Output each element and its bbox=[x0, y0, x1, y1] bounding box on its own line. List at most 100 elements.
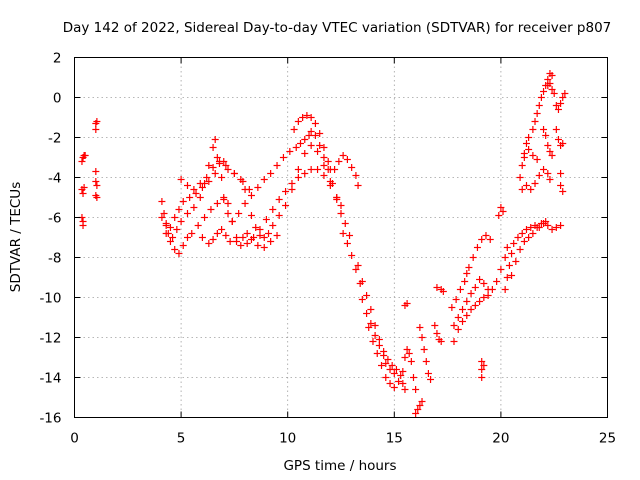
data-point bbox=[218, 174, 226, 181]
data-point bbox=[260, 176, 268, 183]
data-point bbox=[169, 234, 177, 241]
data-point bbox=[380, 348, 388, 355]
y-tick-label: -6 bbox=[48, 211, 61, 227]
data-point bbox=[544, 82, 552, 89]
data-point bbox=[433, 330, 441, 337]
data-point bbox=[522, 226, 530, 233]
chart-title: Day 142 of 2022, Sidereal Day-to-day VTE… bbox=[63, 20, 612, 36]
data-point bbox=[230, 170, 238, 177]
data-point bbox=[412, 410, 420, 417]
data-point bbox=[554, 136, 562, 143]
data-point bbox=[463, 298, 471, 305]
data-point bbox=[337, 210, 345, 217]
x-tick-label: 20 bbox=[492, 431, 509, 447]
data-point bbox=[220, 196, 228, 203]
data-point bbox=[288, 180, 296, 187]
data-point bbox=[397, 372, 405, 379]
data-point bbox=[554, 106, 562, 113]
data-point bbox=[239, 234, 247, 241]
data-point bbox=[267, 170, 275, 177]
data-point bbox=[540, 166, 548, 173]
data-point bbox=[175, 250, 183, 257]
x-tick-label: 10 bbox=[279, 431, 296, 447]
data-point bbox=[450, 338, 458, 345]
data-point bbox=[209, 144, 217, 151]
data-point bbox=[371, 322, 379, 329]
data-point bbox=[296, 140, 304, 147]
data-point bbox=[407, 358, 415, 365]
data-point bbox=[243, 240, 251, 247]
data-point bbox=[166, 224, 174, 231]
data-point bbox=[307, 128, 315, 135]
data-point bbox=[454, 314, 462, 321]
y-tick-label: -2 bbox=[48, 131, 61, 147]
data-point bbox=[267, 238, 275, 245]
data-point bbox=[548, 86, 556, 93]
data-point bbox=[314, 166, 322, 173]
data-point bbox=[224, 166, 232, 173]
data-point bbox=[478, 358, 486, 365]
data-point bbox=[478, 374, 486, 381]
data-point bbox=[93, 182, 101, 189]
data-point bbox=[173, 226, 181, 233]
data-point bbox=[213, 154, 221, 161]
data-point bbox=[422, 358, 430, 365]
plot-frame bbox=[74, 57, 608, 418]
data-point bbox=[286, 148, 294, 155]
data-point bbox=[482, 232, 490, 239]
data-point bbox=[294, 166, 302, 173]
data-point bbox=[420, 346, 428, 353]
data-point bbox=[378, 362, 386, 369]
y-tick-label: 2 bbox=[53, 51, 62, 67]
data-point bbox=[533, 156, 541, 163]
data-point bbox=[201, 214, 209, 221]
data-point bbox=[335, 158, 343, 165]
data-point bbox=[525, 234, 533, 241]
data-point bbox=[314, 148, 322, 155]
y-tick-label: -16 bbox=[39, 411, 61, 427]
data-point bbox=[254, 184, 262, 191]
data-point bbox=[254, 242, 262, 249]
data-point bbox=[437, 338, 445, 345]
data-point bbox=[448, 304, 456, 311]
y-tick-label: -12 bbox=[39, 331, 61, 347]
data-point bbox=[384, 356, 392, 363]
data-point bbox=[546, 176, 554, 183]
grid-lines bbox=[74, 57, 608, 418]
data-point bbox=[559, 188, 567, 195]
data-point bbox=[186, 194, 194, 201]
data-point bbox=[260, 244, 268, 251]
data-point bbox=[557, 100, 565, 107]
data-point bbox=[269, 222, 277, 229]
y-tick-label: -4 bbox=[48, 171, 61, 187]
data-point bbox=[416, 402, 424, 409]
data-point bbox=[343, 240, 351, 247]
data-point bbox=[301, 136, 309, 143]
data-point bbox=[247, 236, 255, 243]
data-point bbox=[476, 298, 484, 305]
data-point bbox=[363, 292, 371, 299]
data-point bbox=[516, 246, 524, 253]
data-point bbox=[218, 226, 226, 233]
data-point bbox=[395, 378, 403, 385]
data-point bbox=[493, 278, 501, 285]
data-point bbox=[557, 170, 565, 177]
data-point bbox=[488, 286, 496, 293]
data-point bbox=[465, 264, 473, 271]
data-point bbox=[557, 222, 565, 229]
data-point bbox=[418, 334, 426, 341]
axis-ticks: 0 5 10 15 20 25 -16 -14 -12 -10 -8 -6 -4 -2 0 2 bbox=[39, 51, 616, 447]
data-point bbox=[518, 162, 526, 169]
data-point bbox=[544, 222, 552, 229]
data-point bbox=[337, 202, 345, 209]
data-point bbox=[427, 376, 435, 383]
data-point bbox=[388, 362, 396, 369]
data-point bbox=[412, 386, 420, 393]
data-point bbox=[177, 218, 185, 225]
data-point bbox=[228, 218, 236, 225]
data-point bbox=[183, 182, 191, 189]
data-point bbox=[260, 234, 268, 241]
data-point bbox=[207, 206, 215, 213]
data-point bbox=[363, 310, 371, 317]
